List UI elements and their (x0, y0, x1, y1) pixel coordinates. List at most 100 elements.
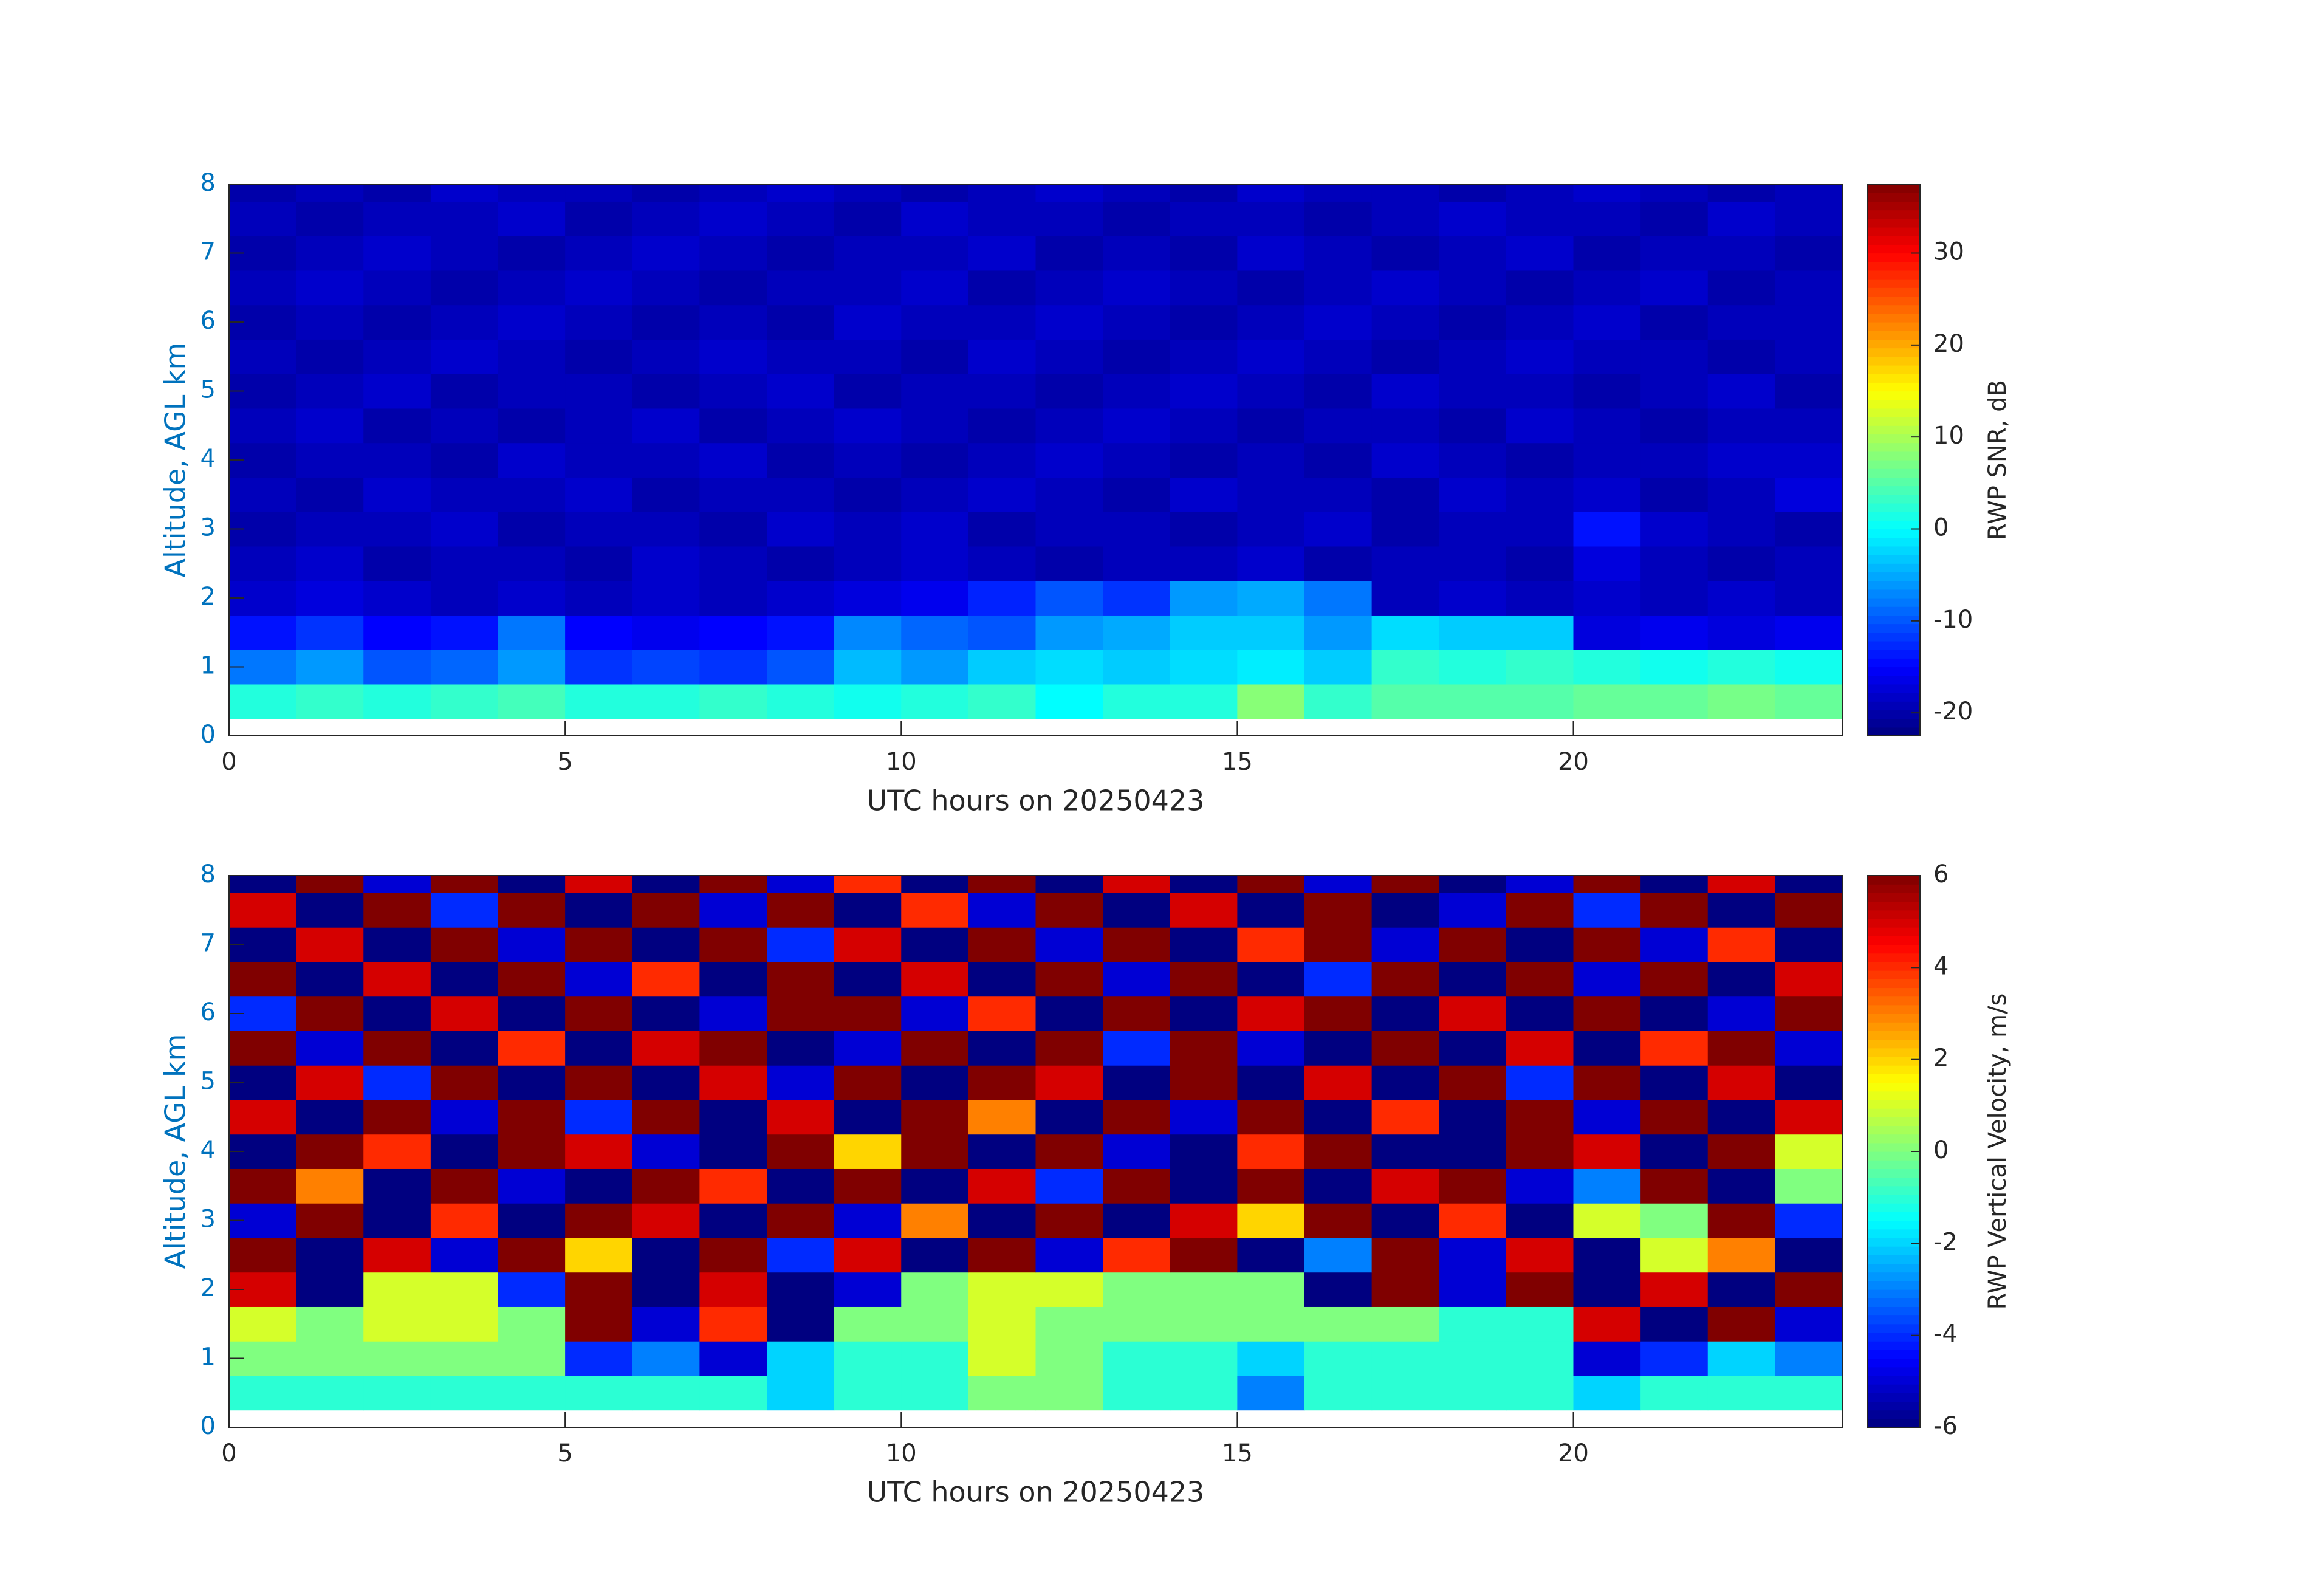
colorbar-label: RWP SNR, dB (1984, 380, 2012, 540)
colorbar-tick-label: -6 (1933, 1412, 1958, 1440)
cell (1170, 339, 1238, 374)
colorbar-step (1868, 451, 1920, 461)
cell (565, 339, 633, 374)
colorbar-step (1868, 606, 1920, 616)
cell (565, 201, 633, 236)
colorbar-step (1868, 227, 1920, 236)
cell (430, 374, 499, 409)
cell (901, 650, 969, 685)
cell (767, 374, 835, 409)
cell (296, 1134, 364, 1169)
cell (1103, 236, 1171, 271)
cell (1371, 927, 1439, 962)
cell (1237, 201, 1305, 236)
cell (430, 615, 499, 650)
colorbar-tick-label: 30 (1933, 238, 1964, 266)
cell (1237, 1065, 1305, 1100)
cell (1237, 477, 1305, 512)
x-tick-label: 5 (557, 1439, 572, 1467)
colorbar-step (1868, 563, 1920, 573)
cell (430, 1237, 499, 1273)
cell (1237, 236, 1305, 271)
cell (699, 546, 767, 581)
cell (699, 1099, 767, 1135)
cell (1707, 684, 1775, 719)
cell (834, 961, 902, 997)
cell (229, 893, 297, 928)
cell (1775, 304, 1843, 340)
cell (1237, 1134, 1305, 1169)
cell (1304, 996, 1373, 1031)
cell (1035, 615, 1103, 650)
cell (229, 270, 297, 306)
cell (834, 512, 902, 547)
cell (1775, 546, 1843, 581)
colorbar-step (1868, 460, 1920, 469)
cell (363, 876, 431, 893)
cell (1035, 1341, 1103, 1376)
cell (229, 339, 297, 374)
colorbar-step (1868, 684, 1920, 693)
cell (834, 1168, 902, 1204)
cell (1775, 1099, 1843, 1135)
cell (632, 184, 700, 202)
cell (1573, 270, 1641, 306)
x-tick-label: 15 (1222, 1439, 1253, 1467)
colorbar-step (1868, 1350, 1920, 1359)
cell (498, 236, 566, 271)
cell (1640, 546, 1709, 581)
cell (699, 580, 767, 616)
cell (901, 1272, 969, 1307)
cell (1707, 1099, 1775, 1135)
cell (498, 184, 566, 202)
colorbar-step (1868, 348, 1920, 357)
colorbar-step (1868, 1203, 1920, 1212)
cell (1640, 1031, 1709, 1066)
cell (1103, 1099, 1171, 1135)
cell (1573, 442, 1641, 478)
cell (1775, 684, 1843, 719)
cell (1707, 374, 1775, 409)
cell (1035, 374, 1103, 409)
y-tick-label: 3 (201, 514, 216, 542)
cell (1035, 1306, 1103, 1342)
cell (1035, 442, 1103, 478)
cell (565, 1134, 633, 1169)
colorbar-step (1868, 996, 1920, 1006)
cell (1506, 1237, 1574, 1273)
colorbar-step (1868, 322, 1920, 331)
colorbar-step (1868, 693, 1920, 702)
colorbar-step (1868, 279, 1920, 288)
cell (1707, 927, 1775, 962)
cell (498, 893, 566, 928)
cell (632, 374, 700, 409)
cell (363, 927, 431, 962)
cell (363, 374, 431, 409)
cell (1439, 684, 1507, 719)
cell (1371, 961, 1439, 997)
cell (901, 339, 969, 374)
cell (1775, 1306, 1843, 1342)
colorbar-tick-label: 0 (1933, 514, 1949, 542)
cell (1707, 1203, 1775, 1238)
cell (296, 580, 364, 616)
cell (1707, 236, 1775, 271)
colorbar-step (1868, 261, 1920, 271)
cell (1439, 184, 1507, 202)
cell (1035, 876, 1103, 893)
cell (1371, 650, 1439, 685)
cell (1640, 304, 1709, 340)
colorbar-step (1868, 391, 1920, 400)
colorbar-step (1868, 658, 1920, 668)
cell (699, 1065, 767, 1100)
cell (1237, 339, 1305, 374)
cell (1304, 1168, 1373, 1204)
cell (565, 304, 633, 340)
cell (1573, 408, 1641, 444)
colorbar-step (1868, 244, 1920, 254)
cell (1035, 1237, 1103, 1273)
y-tick-label: 7 (201, 930, 216, 958)
cell (430, 893, 499, 928)
cell (1170, 1237, 1238, 1273)
colorbar-step (1868, 442, 1920, 452)
